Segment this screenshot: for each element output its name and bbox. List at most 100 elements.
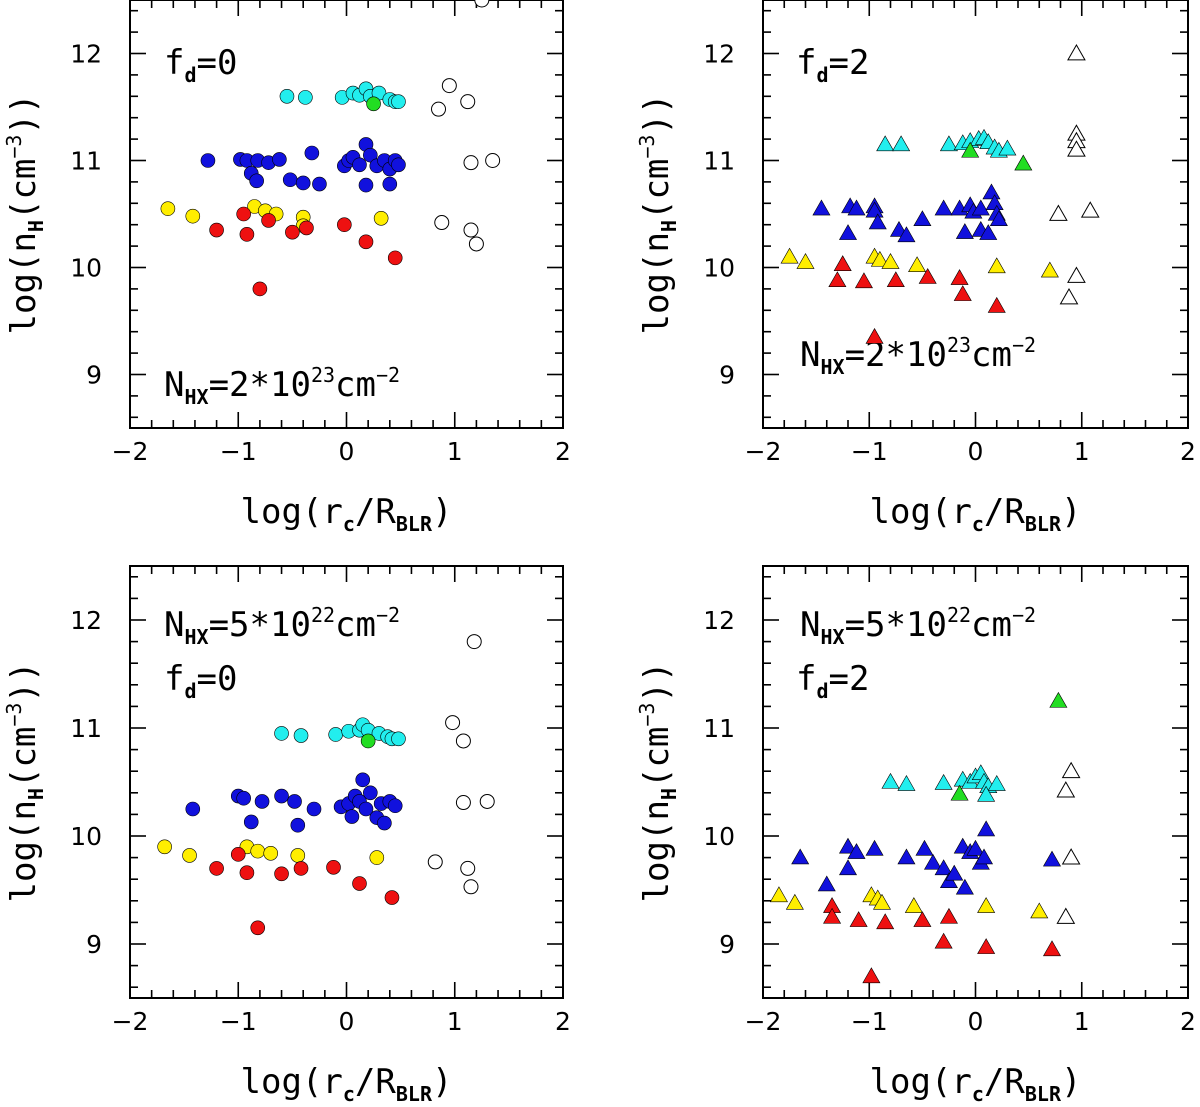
point-open (460, 94, 476, 110)
point-red (239, 227, 255, 242)
point-blue (913, 210, 932, 227)
point-open (445, 715, 461, 731)
point-blue (817, 875, 836, 892)
point-yellow (1040, 261, 1059, 278)
y-tick-label: 12 (703, 606, 735, 635)
point-blue (272, 152, 287, 167)
point-cyan (391, 731, 406, 747)
point-blue (812, 199, 831, 216)
point-green (1049, 691, 1068, 708)
x-tick-label: −1 (851, 1007, 888, 1036)
x-tick-label: −1 (220, 1007, 257, 1036)
point-red (299, 220, 314, 236)
point-red (1042, 940, 1062, 957)
point-red (285, 224, 300, 240)
point-blue (387, 798, 403, 814)
x-axis-label: log(rc/RBLR) (870, 1062, 1082, 1106)
point-blue (966, 839, 985, 856)
point-red (934, 932, 953, 949)
x-tick-label: 2 (555, 1007, 571, 1036)
point-blue (838, 859, 858, 876)
fd-annotation: fd=0 (164, 43, 237, 87)
point-cyan (298, 90, 313, 105)
nhx-annotation: NHX=2*1023cm−2 (800, 333, 1036, 379)
y-tick-label: 10 (70, 254, 102, 283)
point-red (849, 911, 868, 927)
point-red (252, 281, 268, 297)
y-tick-label: 11 (703, 714, 735, 743)
point-cyan (977, 785, 996, 802)
point-yellow (987, 257, 1006, 274)
point-blue (974, 848, 994, 865)
y-tick-label: 12 (703, 40, 735, 69)
point-red (384, 890, 400, 905)
point-cyan (939, 135, 958, 152)
y-tick-label: 11 (70, 147, 102, 176)
point-blue (287, 794, 302, 809)
point-red (950, 269, 969, 285)
point-open (1080, 201, 1100, 218)
point-open (1049, 204, 1068, 221)
point-red (326, 860, 341, 875)
point-blue (979, 224, 998, 240)
point-red (352, 876, 367, 891)
point-blue (934, 859, 953, 876)
point-red (250, 920, 266, 936)
point-open (441, 78, 457, 94)
point-red (261, 213, 276, 228)
point-yellow (369, 850, 385, 865)
x-tick-label: 1 (1074, 437, 1090, 466)
point-open (479, 793, 495, 809)
point-yellow (290, 848, 306, 863)
point-blue (363, 147, 378, 163)
data-points (780, 43, 1100, 344)
x-tick-label: 2 (1180, 1007, 1196, 1036)
y-tick-label: 9 (86, 361, 102, 390)
point-yellow (160, 201, 176, 216)
point-blue (358, 801, 374, 817)
point-red (918, 268, 937, 284)
data-points (160, 0, 501, 297)
x-axis-label: log(rc/RBLR) (241, 1062, 453, 1106)
x-tick-label: 0 (968, 1007, 984, 1036)
point-blue (955, 878, 974, 895)
point-blue (934, 199, 953, 216)
point-yellow (780, 247, 799, 264)
point-blue (306, 801, 322, 817)
point-blue (391, 157, 406, 173)
x-tick-label: 1 (447, 437, 463, 466)
point-blue (923, 853, 943, 870)
point-blue (915, 839, 934, 856)
point-red (823, 907, 842, 924)
point-blue (868, 213, 887, 230)
x-tick-label: 1 (447, 1007, 463, 1036)
x-tick-label: 0 (339, 437, 355, 466)
point-cyan (279, 89, 295, 104)
point-red (209, 861, 224, 876)
point-yellow (769, 886, 788, 903)
point-red (987, 296, 1006, 313)
x-tick-label: 2 (1180, 437, 1196, 466)
y-axis-label: log(nH(cm−3)) (2, 94, 48, 335)
point-open (1056, 907, 1076, 924)
x-tick-label: −2 (112, 437, 149, 466)
point-yellow (904, 897, 923, 913)
point-cyan (876, 135, 895, 152)
point-blue (304, 145, 320, 161)
point-blue (971, 199, 990, 216)
point-red (913, 911, 932, 927)
x-tick-label: −2 (112, 1007, 149, 1036)
point-red (239, 865, 255, 881)
data-points (157, 634, 495, 936)
point-red (854, 272, 873, 289)
point-yellow (182, 848, 197, 863)
point-cyan (274, 726, 289, 741)
point-blue (847, 199, 866, 216)
point-red (337, 217, 352, 232)
panel-2: −2 −1 0 1 29101112log(rc/RBLR)log(nH(cm−3))f… (635, 0, 1196, 536)
panel-1: −2 −1 0 1 29101112log(rc/RBLR)log(nH(cm−3))f… (2, 0, 571, 536)
point-blue (955, 223, 974, 239)
point-red (358, 234, 374, 250)
point-open (431, 101, 447, 117)
x-tick-label: −2 (745, 1007, 782, 1036)
